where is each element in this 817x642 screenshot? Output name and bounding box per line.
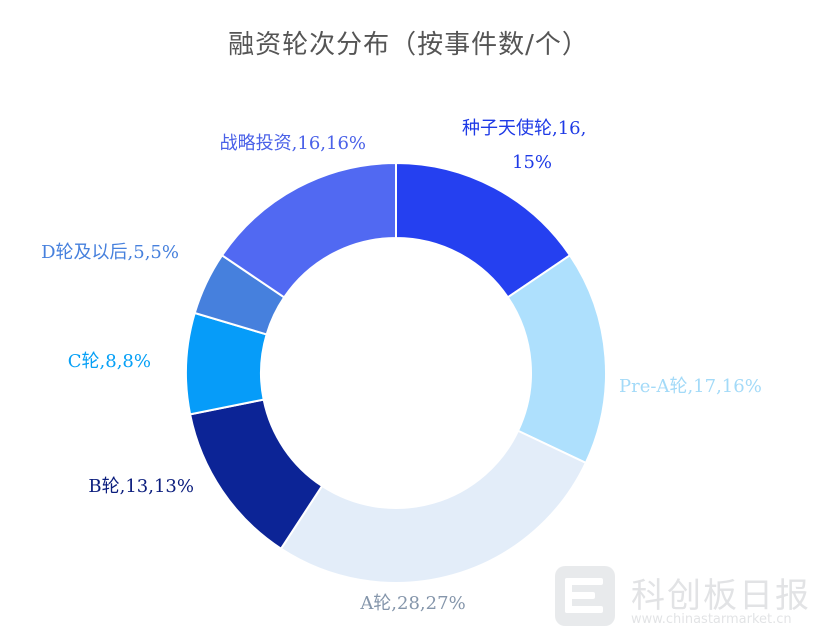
- slice-label-5: D轮及以后,5,5%: [41, 242, 179, 263]
- watermark-logo-icon: [555, 566, 615, 626]
- slice-label-0-line2: 15%: [512, 152, 552, 173]
- slice-label-3: B轮,13,13%: [88, 476, 194, 497]
- watermark: 科创板日报 www.chinastarmarket.cn: [555, 566, 809, 636]
- slice-label-0: 种子天使轮,16,: [462, 118, 586, 139]
- slice-1: [506, 253, 607, 465]
- chart-title: 融资轮次分布（按事件数/个）: [228, 30, 589, 60]
- slice-label-2: A轮,28,27%: [359, 593, 465, 614]
- slice-label-6: 战略投资,16,16%: [220, 133, 366, 154]
- labels-group: 种子天使轮,16, 15% Pre-A轮,17,16% A轮,28,27% B轮,13,…: [41, 118, 762, 614]
- slice-label-4: C轮,8,8%: [68, 351, 151, 372]
- slices-group: [185, 161, 607, 584]
- slice-label-1: Pre-A轮,17,16%: [619, 376, 762, 397]
- watermark-url: www.chinastarmarket.cn: [631, 612, 792, 627]
- watermark-text: 科创板日报: [631, 576, 811, 616]
- slice-6: [220, 161, 397, 299]
- slice-2: [279, 429, 588, 584]
